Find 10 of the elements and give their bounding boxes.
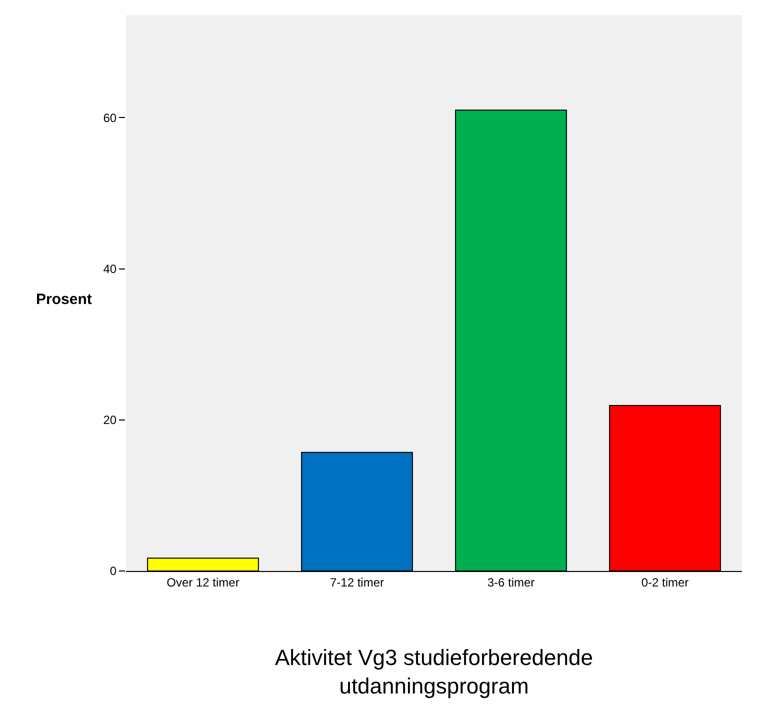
y-tick-label: 20	[103, 413, 117, 428]
x-axis-title: Aktivitet Vg3 studieforberedende utdanningsprogram	[275, 645, 593, 699]
y-tick-label: 40	[103, 262, 117, 276]
x-tick-label: 0-2 timer	[641, 575, 689, 590]
x-tick-label: 7-12 timer	[330, 575, 384, 590]
x-tick-label: Over 12 timer	[166, 575, 240, 590]
x-tick-label: 3-6 timer	[487, 575, 535, 590]
y-tick-label: 0	[110, 564, 117, 578]
y-axis-title: Prosent	[36, 291, 92, 308]
y-tick-label: 60	[103, 110, 117, 125]
